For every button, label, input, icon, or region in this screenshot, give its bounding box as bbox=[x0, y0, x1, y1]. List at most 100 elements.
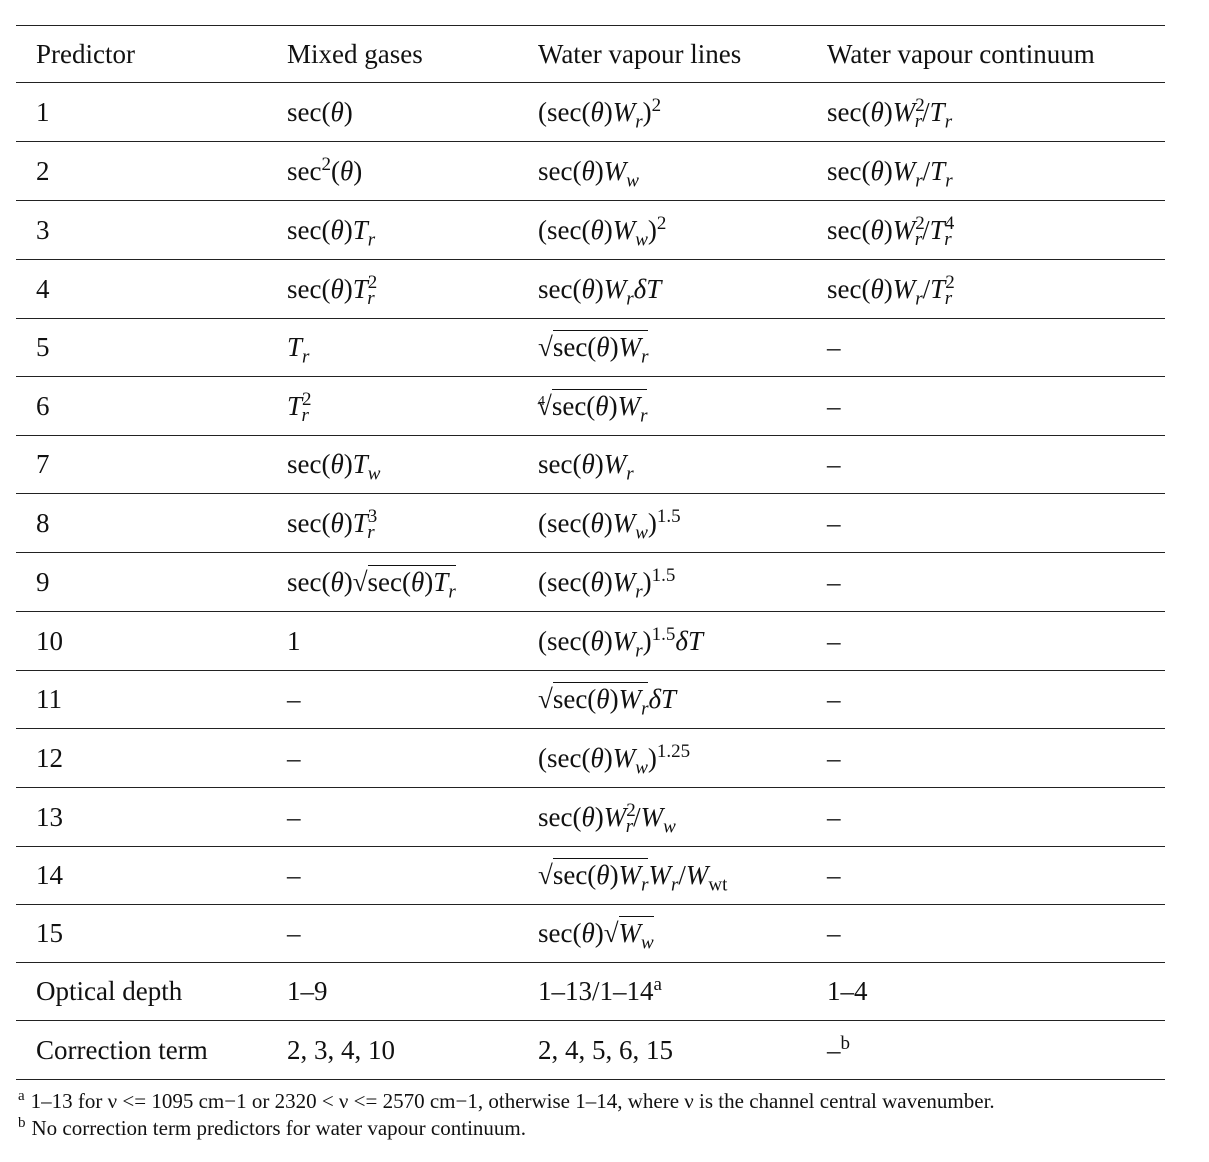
water-vapour-continuum-cell: – bbox=[827, 625, 841, 656]
predictor-cell: 2 bbox=[36, 155, 50, 186]
table-row: 1 sec(θ) (sec(θ)Wr)2 sec(θ)W2r/Tr bbox=[16, 83, 1165, 142]
water-vapour-continuum-cell: – bbox=[827, 566, 841, 597]
water-vapour-lines-cell: 2, 4, 5, 6, 15 bbox=[538, 1034, 673, 1065]
water-vapour-continuum-cell: sec(θ)Wr/T2r bbox=[827, 271, 955, 309]
table-row: 15 – sec(θ)√Ww – bbox=[16, 905, 1165, 963]
predictor-cell: Optical depth bbox=[36, 976, 183, 1006]
predictor-cell: 8 bbox=[36, 507, 50, 538]
water-vapour-continuum-cell: – bbox=[827, 390, 841, 421]
predictor-cell: 1 bbox=[36, 96, 50, 127]
footnote-b: b No correction term predictors for water… bbox=[18, 1115, 1188, 1142]
water-vapour-lines-cell: √sec(θ)WrδT bbox=[538, 682, 677, 720]
table-footnotes: a 1–13 for ν <= 1095 cm−1 or 2320 < ν <= … bbox=[18, 1088, 1188, 1142]
predictor-cell: 4 bbox=[36, 273, 50, 304]
water-vapour-lines-cell: sec(θ)√Ww bbox=[538, 916, 654, 954]
table-row: 12 – (sec(θ)Ww)1.25 – bbox=[16, 729, 1165, 788]
mixed-gases-cell: – bbox=[287, 860, 301, 890]
predictor-table-container: Predictor Mixed gases Water vapour lines… bbox=[16, 25, 1165, 1080]
water-vapour-lines-cell: (sec(θ)Ww)1.25 bbox=[538, 740, 691, 778]
mixed-gases-cell: – bbox=[287, 918, 301, 948]
header-mixed-gases: Mixed gases bbox=[267, 25, 518, 83]
mixed-gases-cell: sec(θ)√sec(θ)Tr bbox=[287, 564, 456, 602]
table-row: 5 Tr √sec(θ)Wr – bbox=[16, 319, 1165, 377]
water-vapour-lines-cell: (sec(θ)Ww)2 bbox=[538, 212, 667, 250]
water-vapour-continuum-cell: – bbox=[827, 507, 841, 538]
water-vapour-lines-cell: 1–13/1–14a bbox=[518, 963, 807, 1021]
predictor-table: Predictor Mixed gases Water vapour lines… bbox=[16, 25, 1165, 1080]
mixed-gases-cell: sec2(θ) bbox=[287, 153, 363, 186]
mixed-gases-cell: – bbox=[287, 801, 301, 832]
water-vapour-continuum-cell: – bbox=[827, 449, 841, 479]
table-row: 6 T2r 4√sec(θ)Wr – bbox=[16, 377, 1165, 436]
mixed-gases-cell: 1 bbox=[287, 625, 301, 656]
table-row: 10 1 (sec(θ)Wr)1.5δT – bbox=[16, 612, 1165, 671]
table-row: 11 – √sec(θ)WrδT – bbox=[16, 671, 1165, 729]
table-row: 14 – √sec(θ)WrWr/Wwt – bbox=[16, 847, 1165, 905]
water-vapour-lines-cell: (sec(θ)Ww)1.5 bbox=[538, 505, 681, 543]
water-vapour-continuum-cell: sec(θ)W2r/Tr bbox=[827, 94, 953, 132]
water-vapour-lines-cell: (sec(θ)Wr)1.5δT bbox=[538, 623, 703, 661]
predictor-cell: 14 bbox=[36, 860, 63, 890]
table-row-correction-term: Correction term 2, 3, 4, 10 2, 4, 5, 6, … bbox=[16, 1021, 1165, 1080]
predictor-cell: 12 bbox=[36, 742, 63, 773]
water-vapour-lines-cell: (sec(θ)Wr)2 bbox=[538, 94, 662, 132]
header-water-vapour-continuum: Water vapour continuum bbox=[807, 25, 1165, 83]
water-vapour-continuum-cell: – bbox=[827, 742, 841, 773]
mixed-gases-cell: Tr bbox=[287, 332, 310, 368]
header-predictor: Predictor bbox=[16, 25, 267, 83]
mixed-gases-cell: sec(θ)Tr bbox=[287, 214, 376, 250]
water-vapour-lines-cell: sec(θ)Ww bbox=[538, 155, 639, 191]
table-row: 2 sec2(θ) sec(θ)Ww sec(θ)Wr/Tr bbox=[16, 142, 1165, 201]
predictor-cell: 5 bbox=[36, 332, 50, 362]
water-vapour-continuum-cell: – bbox=[827, 801, 841, 832]
predictor-cell: 6 bbox=[36, 390, 50, 421]
water-vapour-lines-cell: (sec(θ)Wr)1.5 bbox=[538, 564, 676, 602]
water-vapour-continuum-cell: sec(θ)Wr/Tr bbox=[827, 155, 953, 191]
predictor-cell: 11 bbox=[36, 684, 62, 714]
water-vapour-continuum-cell: – bbox=[827, 684, 841, 714]
mixed-gases-cell: – bbox=[287, 684, 301, 714]
mixed-gases-cell: sec(θ) bbox=[287, 96, 353, 127]
optical-depth-lines-value: 1–13/1–14 bbox=[538, 976, 654, 1006]
footnote-b-text: No correction term predictors for water … bbox=[31, 1116, 527, 1140]
water-vapour-lines-cell: sec(θ)W2r/Ww bbox=[538, 799, 676, 837]
water-vapour-lines-cell: 4√sec(θ)Wr bbox=[537, 388, 648, 426]
water-vapour-lines-cell: sec(θ)Wr bbox=[538, 449, 634, 485]
predictor-cell: 15 bbox=[36, 918, 63, 948]
water-vapour-lines-cell: √sec(θ)Wr bbox=[538, 330, 649, 368]
water-vapour-continuum-cell: –b bbox=[807, 1021, 1165, 1080]
water-vapour-continuum-cell: 1–4 bbox=[827, 976, 868, 1006]
predictor-cell: 7 bbox=[36, 449, 50, 479]
footnote-mark-a: a bbox=[653, 974, 662, 995]
mixed-gases-cell: sec(θ)T2r bbox=[287, 271, 378, 309]
predictor-cell: 13 bbox=[36, 801, 63, 832]
water-vapour-continuum-cell: – bbox=[827, 860, 841, 890]
water-vapour-lines-cell: √sec(θ)WrWr/Wwt bbox=[538, 858, 728, 896]
water-vapour-lines-cell: sec(θ)WrδT bbox=[538, 273, 662, 309]
mixed-gases-cell: T2r bbox=[287, 388, 312, 426]
mixed-gases-cell: sec(θ)Tw bbox=[287, 449, 381, 485]
predictor-cell: 9 bbox=[36, 566, 50, 597]
table-row: 9 sec(θ)√sec(θ)Tr (sec(θ)Wr)1.5 – bbox=[16, 553, 1165, 612]
predictor-cell: 10 bbox=[36, 625, 63, 656]
correction-continuum-value: – bbox=[827, 1034, 841, 1065]
table-row: 7 sec(θ)Tw sec(θ)Wr – bbox=[16, 436, 1165, 494]
water-vapour-continuum-cell: – bbox=[827, 332, 841, 362]
predictor-cell: 3 bbox=[36, 214, 50, 245]
table-row: 3 sec(θ)Tr (sec(θ)Ww)2 sec(θ)W2r/T4r bbox=[16, 201, 1165, 260]
mixed-gases-cell: – bbox=[287, 742, 301, 773]
footnote-a: a 1–13 for ν <= 1095 cm−1 or 2320 < ν <= … bbox=[18, 1088, 1188, 1115]
footnote-a-text: 1–13 for ν <= 1095 cm−1 or 2320 < ν <= 2… bbox=[30, 1089, 995, 1113]
table-row: 4 sec(θ)T2r sec(θ)WrδT sec(θ)Wr/T2r bbox=[16, 260, 1165, 319]
footnote-a-mark: a bbox=[18, 1088, 25, 1104]
water-vapour-continuum-cell: – bbox=[827, 918, 841, 948]
table-row: 13 – sec(θ)W2r/Ww – bbox=[16, 788, 1165, 847]
mixed-gases-cell: 2, 3, 4, 10 bbox=[287, 1034, 395, 1065]
footnote-b-mark: b bbox=[18, 1115, 26, 1131]
footnote-mark-b: b bbox=[840, 1032, 851, 1054]
mixed-gases-cell: sec(θ)T3r bbox=[287, 505, 378, 543]
mixed-gases-cell: 1–9 bbox=[287, 976, 328, 1006]
header-row: Predictor Mixed gases Water vapour lines… bbox=[16, 25, 1165, 83]
predictor-cell: Correction term bbox=[36, 1034, 208, 1065]
header-water-vapour-lines: Water vapour lines bbox=[518, 25, 807, 83]
